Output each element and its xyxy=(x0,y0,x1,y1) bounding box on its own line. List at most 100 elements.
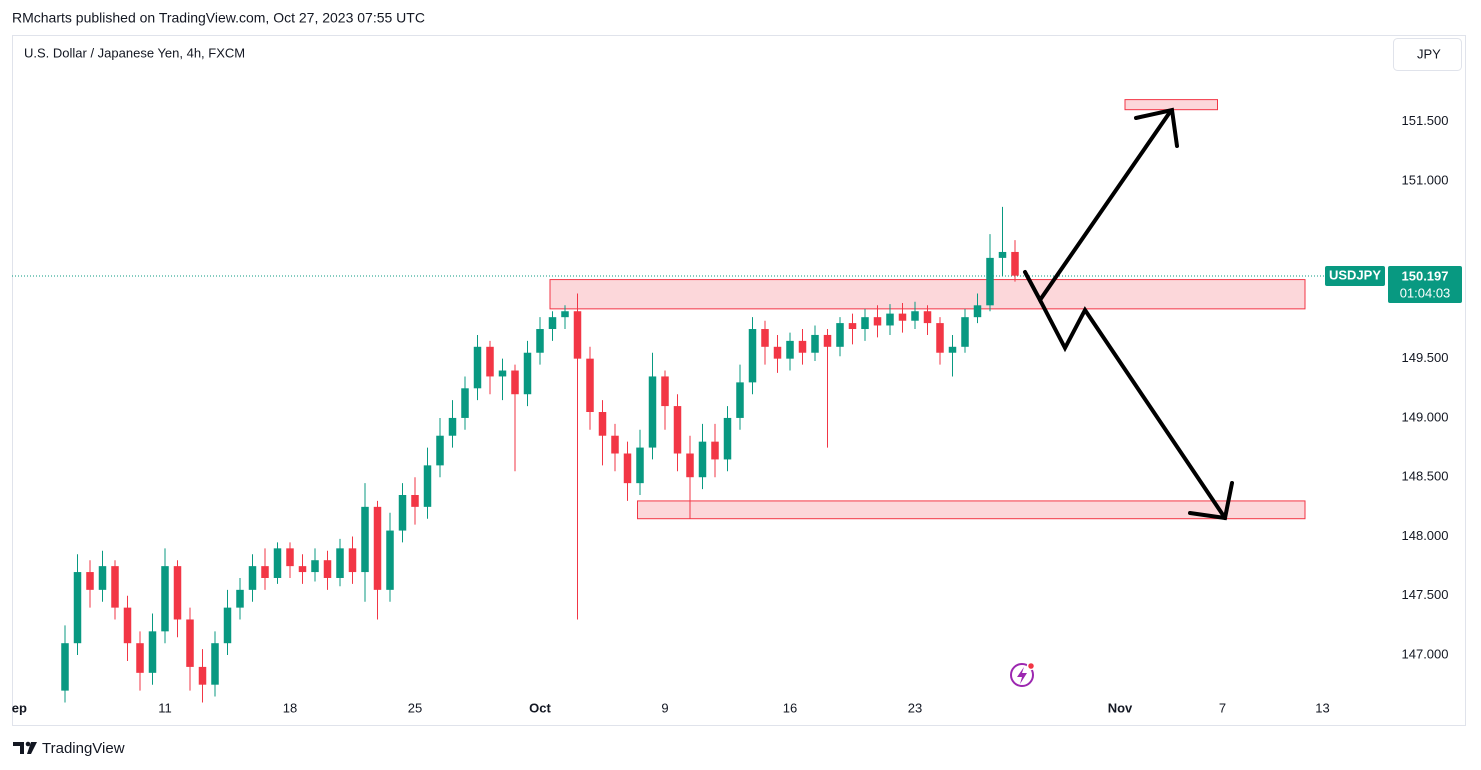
candle-body xyxy=(736,382,744,418)
candle-body xyxy=(698,441,707,478)
candle-body xyxy=(448,417,457,436)
plot-area xyxy=(12,99,1385,703)
symbol-tag xyxy=(1325,266,1385,287)
x-tick-label: 25 xyxy=(408,700,422,715)
candle-body xyxy=(398,495,407,531)
candle-body xyxy=(323,560,332,578)
candle-body xyxy=(848,323,857,330)
x-tick-label: 18 xyxy=(283,700,297,715)
candle-body xyxy=(886,313,894,326)
candle-body xyxy=(761,329,769,347)
candle-body xyxy=(973,305,982,318)
y-tick-label: 151.000 xyxy=(1402,172,1449,187)
candle-body xyxy=(873,317,882,326)
candle-body xyxy=(686,453,694,478)
y-tick-label: 149.500 xyxy=(1402,350,1449,365)
candle-body xyxy=(311,560,319,573)
brand-logo xyxy=(13,741,37,754)
candle-body xyxy=(173,566,182,620)
candle-body xyxy=(861,317,869,330)
candle-body xyxy=(236,589,244,608)
alert-icon[interactable] xyxy=(1010,661,1036,687)
candle-body xyxy=(773,346,782,359)
candle-body xyxy=(723,417,732,460)
arrow-head xyxy=(1188,481,1234,521)
candle-body xyxy=(786,340,794,359)
candle-body xyxy=(161,566,169,632)
candle-body xyxy=(798,340,807,353)
candle-body xyxy=(436,435,444,466)
candle-body xyxy=(986,257,994,306)
candle-body xyxy=(61,643,69,691)
candle-body xyxy=(998,251,1007,258)
candle-body xyxy=(86,572,94,590)
y-tick-label: 151.500 xyxy=(1402,113,1449,128)
candle-body xyxy=(648,376,657,448)
candle-body xyxy=(1011,251,1019,276)
countdown-label: 01:04:03 xyxy=(1400,285,1451,300)
candle-body xyxy=(73,572,82,644)
x-tick-label: Sep xyxy=(3,700,27,715)
candle-body xyxy=(361,506,369,573)
candle-body xyxy=(511,370,519,395)
y-tick-label: 147.500 xyxy=(1402,587,1449,602)
x-tick-label: Nov xyxy=(1108,700,1133,715)
candle-body xyxy=(536,329,544,353)
candle-body xyxy=(136,643,144,673)
candle-body xyxy=(711,441,719,460)
candle-body xyxy=(186,619,194,667)
x-tick-label: 11 xyxy=(158,700,172,715)
x-tick-label: 9 xyxy=(661,700,668,715)
candle-body xyxy=(461,388,469,418)
candle-body xyxy=(823,334,832,347)
candle-body xyxy=(911,311,919,321)
candle-body xyxy=(411,495,419,507)
candle-body xyxy=(611,435,619,454)
candle-body xyxy=(573,311,582,359)
candle-body xyxy=(111,566,119,608)
candle-body xyxy=(286,548,294,567)
candle-body xyxy=(948,346,957,353)
candle-body xyxy=(673,406,682,454)
drawings xyxy=(1023,107,1234,521)
x-axis: Sep 11 18 25 Oct 9 16 23 Nov 7 13 xyxy=(3,700,1330,715)
currency-button[interactable] xyxy=(1393,38,1462,71)
brand-name: TradingView xyxy=(42,740,125,757)
candle-body xyxy=(561,311,569,318)
candle-body xyxy=(598,412,607,436)
y-tick-label: 147.000 xyxy=(1402,646,1449,661)
chart-frame xyxy=(12,35,1466,726)
arrow-down xyxy=(1038,298,1227,520)
x-tick-label: Oct xyxy=(529,700,551,715)
candle-body xyxy=(98,566,107,590)
candle-body xyxy=(811,334,819,353)
candle-body xyxy=(211,643,219,685)
price-tag xyxy=(1388,266,1462,304)
axes: 147.000 147.500 148.000 148.500 149.000 149.5… xyxy=(1325,113,1462,661)
y-tick-label: 148.500 xyxy=(1402,469,1449,484)
candle-body xyxy=(748,329,757,383)
x-tick-label: 16 xyxy=(783,700,797,715)
x-tick-label: 7 xyxy=(1219,700,1226,715)
candle-body xyxy=(923,311,932,324)
candle-body xyxy=(198,666,207,685)
candle-body xyxy=(273,548,282,578)
candle-body xyxy=(548,317,557,330)
candle-body xyxy=(623,453,632,484)
candle-body xyxy=(386,530,394,590)
currency-label: JPY xyxy=(1417,46,1441,61)
candle-body xyxy=(248,566,257,590)
candle-body xyxy=(373,506,382,590)
candle-body xyxy=(961,317,969,347)
y-tick-label: 149.000 xyxy=(1402,409,1449,424)
candle-body xyxy=(473,346,482,389)
candle-body xyxy=(486,346,494,377)
price-zone xyxy=(637,500,1306,520)
candle-body xyxy=(298,566,307,573)
candle-body xyxy=(898,313,907,321)
price-zone xyxy=(549,279,1306,310)
price-label: 150.197 xyxy=(1402,268,1449,283)
symbol-label: USDJPY xyxy=(1329,267,1381,282)
